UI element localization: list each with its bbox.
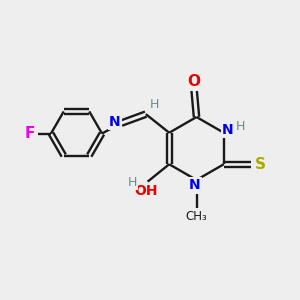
Text: H: H — [236, 120, 245, 133]
Text: S: S — [255, 157, 266, 172]
Text: N: N — [222, 123, 233, 137]
Text: H: H — [128, 176, 137, 189]
Text: CH₃: CH₃ — [186, 209, 207, 223]
Text: OH: OH — [134, 184, 157, 198]
Text: H: H — [149, 98, 159, 111]
Text: F: F — [24, 126, 34, 141]
Text: N: N — [189, 178, 201, 192]
Text: N: N — [109, 115, 120, 129]
Text: O: O — [188, 74, 201, 89]
